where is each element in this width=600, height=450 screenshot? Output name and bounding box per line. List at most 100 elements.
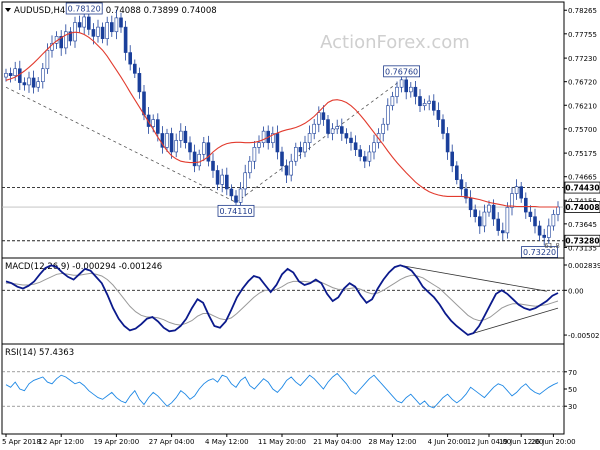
candle-body-24 <box>114 17 119 33</box>
candle-body-30 <box>142 91 146 116</box>
candle-body-111 <box>514 186 519 194</box>
annotation-label-0: 0.78120 <box>68 5 101 14</box>
candle-body-7 <box>36 81 41 88</box>
candle-body-69 <box>321 112 326 120</box>
candle-body-82 <box>381 123 386 134</box>
candle-body-48 <box>225 174 229 190</box>
candle-body-91 <box>422 103 427 107</box>
candle-body-97 <box>450 151 455 167</box>
candle-body-45 <box>211 160 215 171</box>
price-candles <box>4 8 560 246</box>
candle-body-78 <box>362 156 367 162</box>
candle-body-85 <box>395 86 399 97</box>
x-tick-label-9: 12 Jun 04:00 <box>467 438 511 446</box>
candle-body-40 <box>188 142 192 153</box>
x-tick-label-11: 26 Jun 20:00 <box>531 438 575 446</box>
candle-body-5 <box>27 77 31 86</box>
candle-body-118 <box>546 225 551 238</box>
macd-header-label: MACD(12,26,9) -0.000294 -0.001246 <box>5 262 162 272</box>
candle-body-1 <box>8 73 13 76</box>
annotation-box-0 <box>65 2 103 15</box>
x-tick-label-2: 19 Apr 20:00 <box>94 438 140 446</box>
candle-body-59 <box>275 133 280 153</box>
price-tag-label-0: 0.74430 <box>565 184 599 193</box>
candle-body-58 <box>270 133 275 144</box>
candle-body-13 <box>64 31 68 49</box>
candle-body-94 <box>436 110 441 120</box>
candle-body-110 <box>510 193 514 208</box>
annotation-box-1 <box>217 204 255 217</box>
price-y-tick-label-2: 0.77230 <box>568 55 597 63</box>
candle-body-18 <box>87 16 91 30</box>
macd-y-tick-label-0: 0.002839 <box>568 262 600 270</box>
macd-y-tick-label-1: 0.00 <box>568 287 584 295</box>
candle-body-100 <box>464 188 468 199</box>
macd-lines <box>5 264 559 336</box>
candle-body-83 <box>385 105 390 125</box>
macd-main-line <box>5 264 559 336</box>
candle-body-99 <box>459 179 464 190</box>
price-tag-label-2: 0.73280 <box>565 237 599 246</box>
x-tick-label-7: 28 May 12:00 <box>368 438 416 446</box>
candle-body-27 <box>128 52 132 65</box>
candle-body-73 <box>339 126 344 134</box>
candle-body-117 <box>542 234 547 238</box>
candle-body-28 <box>133 63 137 74</box>
candle-body-33 <box>156 119 160 134</box>
candle-body-26 <box>123 26 128 53</box>
x-tick-label-8: 4 Jun 20:00 <box>428 438 468 446</box>
price-y-tick-label-6: 0.75175 <box>568 150 597 158</box>
candle-body-9 <box>45 49 50 70</box>
candle-body-101 <box>468 197 473 211</box>
fib-label: 61.8 <box>544 242 560 250</box>
macd-trendlines <box>400 264 559 336</box>
candle-body-17 <box>82 16 86 28</box>
candle-body-75 <box>349 137 353 144</box>
candle-body-103 <box>477 216 482 227</box>
candle-body-116 <box>537 225 542 236</box>
candle-body-61 <box>284 165 289 176</box>
candle-body-41 <box>192 151 197 167</box>
candle-body-96 <box>445 133 450 153</box>
candle-body-50 <box>234 195 238 203</box>
candle-body-79 <box>367 151 372 162</box>
candle-body-43 <box>202 142 206 155</box>
candle-body-22 <box>105 22 109 39</box>
candle-body-68 <box>316 112 321 125</box>
price-trendline-1 <box>235 79 402 203</box>
candle-body-23 <box>110 22 114 33</box>
candle-body-106 <box>491 204 496 220</box>
candle-body-107 <box>496 218 501 231</box>
candle-body-88 <box>408 86 413 93</box>
candle-body-84 <box>390 96 395 107</box>
candle-body-95 <box>441 119 445 134</box>
candle-body-98 <box>454 165 459 181</box>
candle-body-6 <box>31 77 36 88</box>
candle-body-70 <box>326 119 330 134</box>
candle-body-67 <box>312 123 317 134</box>
candle-body-38 <box>179 130 183 141</box>
annotation-label-1: 0.74110 <box>219 207 252 216</box>
candle-body-49 <box>229 188 234 197</box>
candle-body-72 <box>335 126 340 130</box>
candle-body-51 <box>238 188 243 203</box>
candle-body-60 <box>280 151 284 167</box>
x-tick-label-0: 5 Apr 2018 <box>2 438 41 446</box>
macd-panel: MACD(12,26,9) -0.000294 -0.001246 0.0028… <box>1 257 600 345</box>
price-tag-label-1: 0.74008 <box>565 203 599 212</box>
candle-body-53 <box>248 160 252 174</box>
candle-body-47 <box>220 174 224 185</box>
macd-signal-line <box>6 272 559 326</box>
price-y-tick-label-5: 0.75700 <box>568 126 597 134</box>
symbol-arrow-icon <box>5 8 11 12</box>
price-panel: ActionForex.com AUDUSD,H4 0.73930 0.7408… <box>1 1 600 259</box>
candle-body-36 <box>169 133 174 153</box>
price-y-tick-label-1: 0.77755 <box>568 31 597 39</box>
macd-y-axis: 0.002839 0.00 -0.005021 <box>2 262 600 340</box>
candle-body-86 <box>399 79 404 88</box>
candle-body-105 <box>487 204 491 213</box>
rsi-y-tick-label-2: 30 <box>568 403 577 411</box>
candle-body-34 <box>160 133 165 148</box>
candle-body-112 <box>519 186 524 199</box>
